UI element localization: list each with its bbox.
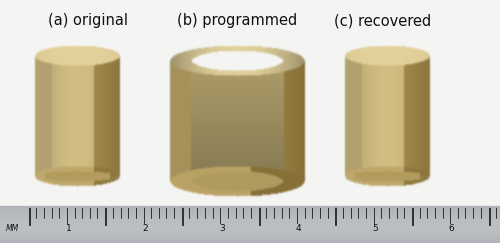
Text: 1: 1	[66, 224, 71, 233]
Text: 3: 3	[219, 224, 224, 233]
Text: (c) recovered: (c) recovered	[334, 13, 431, 28]
Text: (a) original: (a) original	[48, 13, 128, 28]
Text: MM: MM	[6, 224, 19, 233]
Text: (b) programmed: (b) programmed	[178, 13, 298, 28]
Text: 4: 4	[296, 224, 301, 233]
Text: 6: 6	[449, 224, 454, 233]
Text: 5: 5	[372, 224, 378, 233]
Text: 2: 2	[142, 224, 148, 233]
